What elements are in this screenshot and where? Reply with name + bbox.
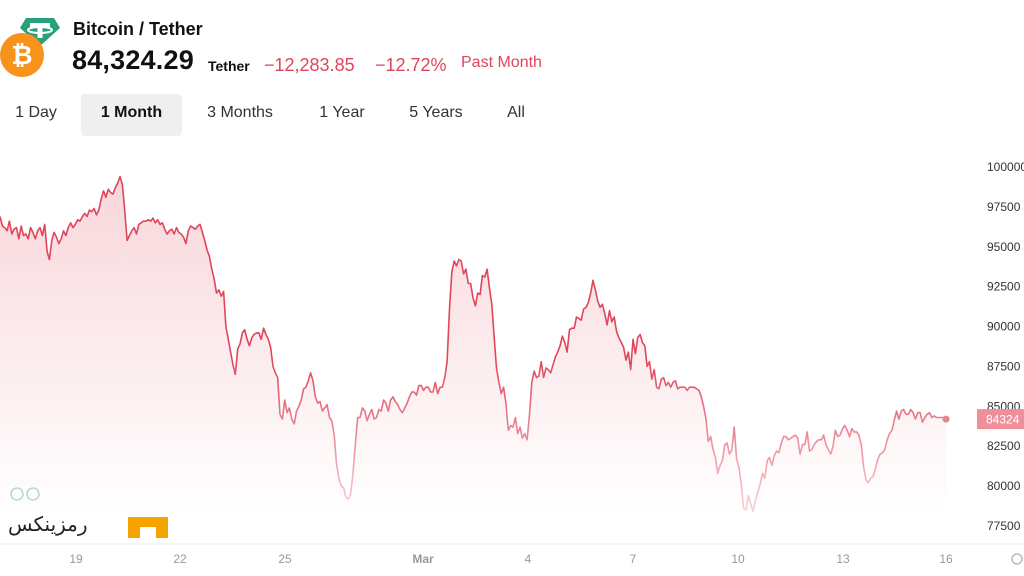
price-line xyxy=(0,175,947,513)
timeframe-tabs: 1 Day 1 Month 3 Months 1 Year 5 Years Al… xyxy=(0,94,560,136)
y-tick-label: 95000 xyxy=(987,240,1021,254)
x-tick-label: 4 xyxy=(525,552,532,566)
x-tick-label: 10 xyxy=(731,552,745,566)
last-price-dot xyxy=(942,415,950,423)
change-period: Past Month xyxy=(461,54,542,71)
x-tick-label: 7 xyxy=(630,552,637,566)
asset-header: ₿ Bitcoin / Tether 84,324.29 Tether −12,… xyxy=(0,0,700,90)
x-tick-label: 19 xyxy=(69,552,83,566)
settings-icon xyxy=(1011,553,1023,565)
x-tick-label: Mar xyxy=(412,552,434,566)
price-area-fill xyxy=(0,176,946,515)
price-chart-svg: 1000009750095000925009000087500850008250… xyxy=(0,160,1024,566)
watermark-text: رمزینکس xyxy=(8,512,88,536)
cycle-icon xyxy=(10,487,40,501)
tab-1-day[interactable]: 1 Day xyxy=(15,104,57,121)
y-tick-label: 92500 xyxy=(987,280,1021,294)
y-tick-label: 90000 xyxy=(987,320,1021,334)
x-tick-label: 16 xyxy=(939,552,953,566)
y-tick-label: 87500 xyxy=(987,359,1021,373)
tab-3-months[interactable]: 3 Months xyxy=(207,104,273,121)
x-tick-label: 22 xyxy=(173,552,187,566)
price-chart[interactable]: 100000 97500 95000 92500 90000 87500 85000 8250… xyxy=(0,150,1024,576)
y-tick-label: 100000 xyxy=(987,160,1024,174)
tab-all[interactable]: All xyxy=(507,104,525,121)
watermark-orange-mark xyxy=(128,517,168,538)
y-tick-label: 77500 xyxy=(987,519,1021,533)
price-change-percent: −12.72% xyxy=(375,55,447,75)
last-price-badge xyxy=(977,409,1024,430)
tab-5-years[interactable]: 5 Years xyxy=(409,104,463,121)
y-tick-label: 97500 xyxy=(987,200,1021,214)
x-tick-label: 25 xyxy=(278,552,292,566)
tab-1-year[interactable]: 1 Year xyxy=(319,104,365,121)
price-change-absolute: −12,283.85 xyxy=(264,55,355,75)
y-tick-label: 82500 xyxy=(987,439,1021,453)
y-tick-label: 80000 xyxy=(987,479,1021,493)
watermark-svg: رمزینکس xyxy=(8,487,168,538)
current-price: 84,324.29 xyxy=(72,45,194,75)
tether-icon xyxy=(20,18,60,46)
quote-currency: Tether xyxy=(208,58,250,74)
watermark-logo: رمزینکس xyxy=(6,484,176,544)
last-price-label: 84324 xyxy=(986,413,1020,427)
x-tick-label: 13 xyxy=(836,552,850,566)
bitcoin-icon: ₿ xyxy=(0,33,44,77)
pair-title: Bitcoin / Tether xyxy=(73,19,203,39)
tab-1-month[interactable]: 1 Month xyxy=(81,94,182,136)
